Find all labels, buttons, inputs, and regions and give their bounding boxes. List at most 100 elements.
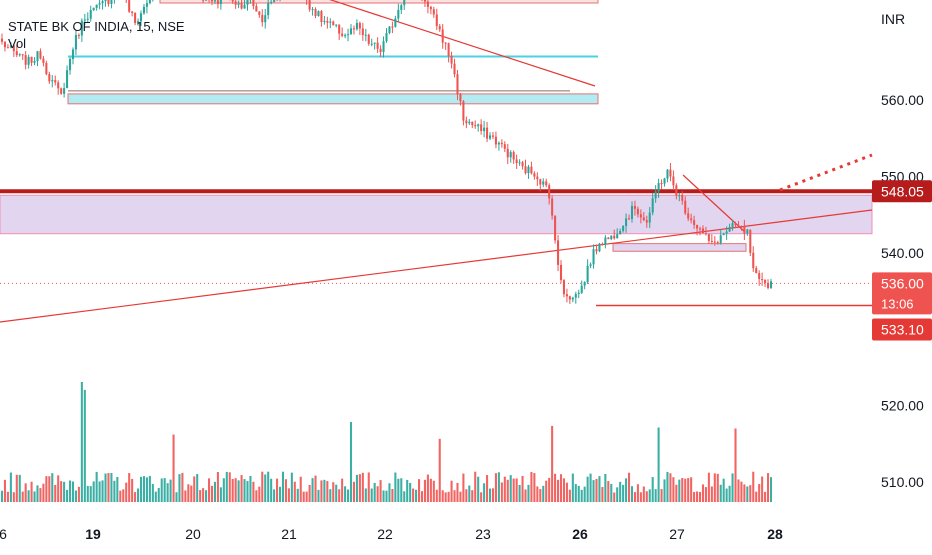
candle-body — [448, 43, 450, 55]
candle-body — [572, 298, 574, 300]
volume-bar — [436, 490, 438, 502]
candle-body — [459, 94, 461, 101]
volume-bar — [243, 479, 245, 502]
currency-label: INR — [881, 11, 905, 27]
candle-body — [474, 125, 476, 126]
volume-bar — [326, 481, 328, 502]
volume-bar — [720, 485, 722, 502]
candle-body — [326, 21, 328, 23]
volume-bar — [63, 482, 65, 502]
volume-bar — [356, 475, 358, 502]
candle-body — [453, 64, 455, 75]
volume-bar — [536, 486, 538, 502]
volume-bar — [270, 479, 272, 502]
volume-bar — [54, 485, 56, 502]
volume-bar — [252, 482, 254, 502]
candle-body — [625, 218, 627, 226]
candle-body — [110, 0, 112, 4]
volume-bar — [332, 482, 334, 502]
volume-bar — [519, 485, 521, 502]
volume-bar — [309, 485, 311, 502]
candle-body — [687, 213, 689, 218]
volume-bar — [211, 486, 213, 502]
volume-bar — [427, 475, 429, 502]
volume-bar — [687, 478, 689, 502]
candle-body — [442, 29, 444, 42]
volume-bar — [125, 483, 127, 502]
candle-body — [63, 88, 65, 94]
volume-bar — [462, 474, 464, 502]
volume-bar — [78, 487, 80, 502]
candle-body — [149, 0, 151, 3]
volume-bar — [291, 473, 293, 502]
volume-bar — [140, 477, 142, 502]
exchange-label: NSE — [158, 19, 185, 34]
candle-body — [584, 282, 586, 286]
candle-body — [646, 220, 648, 222]
candle-body — [501, 143, 503, 144]
candle-body — [663, 179, 665, 184]
volume-bar — [545, 481, 547, 502]
candle-body — [131, 12, 133, 13]
candle-body — [563, 280, 565, 294]
candle-body — [477, 124, 479, 126]
candle-body — [329, 22, 331, 23]
volume-bar — [264, 474, 266, 502]
candle-body — [462, 101, 464, 120]
volume-bar — [205, 490, 207, 502]
candle-body — [350, 28, 352, 34]
volume-bar — [471, 490, 473, 502]
volume-bar — [196, 474, 198, 502]
volume-bar — [507, 480, 509, 502]
candle-body — [669, 170, 671, 177]
volume-bar — [524, 489, 526, 502]
candle-body — [587, 266, 589, 282]
volume-bar — [610, 484, 612, 502]
volume-bar — [631, 486, 633, 502]
candle-body — [374, 43, 376, 44]
volume-bar — [199, 490, 201, 502]
volume-bar — [601, 487, 603, 502]
candle-body — [394, 18, 396, 26]
volume-bar — [223, 478, 225, 502]
candle-body — [332, 22, 334, 26]
x-tick-label: 27 — [669, 526, 685, 542]
volume-bar — [415, 490, 417, 502]
volume-bar — [504, 477, 506, 502]
candle-body — [22, 54, 24, 55]
candle-body — [211, 0, 213, 1]
volume-bar — [229, 472, 231, 502]
volume-bar — [560, 474, 562, 502]
candle-body — [489, 135, 491, 138]
candle-body — [380, 49, 382, 52]
volume-bar — [273, 489, 275, 502]
candle-body — [1, 39, 3, 42]
volume-bar — [22, 492, 24, 502]
candle-body — [661, 183, 663, 184]
candle-body — [566, 294, 568, 296]
volume-bar — [181, 473, 183, 502]
candle-body — [388, 27, 390, 33]
candle-body — [261, 15, 263, 22]
candle-body — [69, 59, 71, 70]
volume-bar — [770, 477, 772, 502]
volume-bar — [93, 481, 95, 502]
volume-bar — [134, 492, 136, 502]
candle-body — [539, 179, 541, 184]
candle-body — [45, 63, 47, 74]
volume-bar — [424, 480, 426, 502]
candle-body — [666, 170, 668, 179]
candle-body — [273, 0, 275, 2]
volume-bar — [584, 487, 586, 502]
candle-body — [36, 51, 38, 61]
volume-bar — [575, 484, 577, 502]
volume-bar — [4, 480, 6, 502]
volume-bar — [714, 473, 716, 502]
candle-body — [681, 195, 683, 201]
volume-bar — [486, 475, 488, 502]
candle-body — [495, 137, 497, 145]
chart-legend: STATE BK OF INDIA, 15, NSE Vol — [8, 18, 185, 52]
volume-bar — [619, 482, 621, 502]
